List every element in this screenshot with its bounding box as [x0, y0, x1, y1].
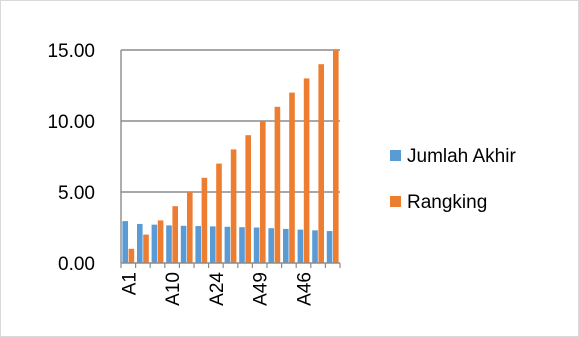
x-tick-label: A46: [295, 272, 316, 306]
bar-jumlah-akhir: [166, 225, 172, 263]
bar-rangking: [128, 248, 135, 263]
bar-jumlah-akhir: [253, 227, 260, 263]
legend-swatch-rangking: [390, 196, 401, 207]
bar-jumlah-akhir: [283, 228, 289, 263]
bar-jumlah-akhir: [210, 226, 216, 263]
bar-rangking: [230, 149, 237, 263]
gridlines: [121, 49, 340, 193]
y-tick-label: 0.00: [58, 254, 95, 275]
legend: Jumlah Akhir Rangking: [390, 146, 516, 213]
bar-jumlah-akhir: [151, 224, 158, 263]
bar-jumlah-akhir: [224, 226, 231, 263]
bar-rangking: [157, 220, 164, 263]
bar-jumlah-akhir: [326, 231, 333, 263]
bar-jumlah-akhir: [195, 226, 201, 263]
legend-label-jumlah-akhir: Jumlah Akhir: [407, 146, 516, 167]
bar-rangking: [289, 92, 295, 263]
legend-label-rangking: Rangking: [407, 192, 487, 213]
x-tick-label: A49: [251, 272, 272, 306]
x-tick-label: A24: [207, 272, 228, 306]
bar-rangking: [303, 78, 310, 264]
y-tick-label: 15.00: [47, 41, 95, 62]
bar-rangking: [260, 121, 266, 263]
bar-rangking: [172, 206, 178, 263]
bar-jumlah-akhir: [122, 221, 128, 263]
y-tick-label: 5.00: [58, 183, 95, 204]
bar-jumlah-akhir: [239, 227, 245, 263]
bar-rangking: [201, 177, 208, 263]
bar-rangking: [143, 234, 149, 263]
legend-swatch-jumlah-akhir: [390, 150, 401, 161]
bars: [122, 50, 339, 264]
bar-jumlah-akhir: [312, 230, 318, 263]
bar-rangking: [216, 163, 222, 263]
bar-rangking: [318, 64, 324, 263]
x-tick-label: A10: [163, 272, 184, 306]
y-tick-labels: 0.00 5.00 10.00 15.00: [47, 41, 95, 275]
bar-jumlah-akhir: [180, 225, 187, 263]
bar-rangking: [187, 192, 193, 263]
bar-jumlah-akhir: [297, 229, 304, 263]
bar-rangking: [245, 135, 251, 263]
axes: [120, 50, 341, 268]
x-tick-label: A1: [119, 272, 140, 295]
bar-rangking: [274, 106, 281, 263]
bar-jumlah-akhir: [268, 228, 274, 263]
y-tick-label: 10.00: [47, 112, 95, 133]
bar-rangking: [333, 50, 339, 263]
bar-jumlah-akhir: [137, 223, 143, 263]
x-tick-labels: A1 A10 A24 A49 A46: [119, 272, 315, 306]
